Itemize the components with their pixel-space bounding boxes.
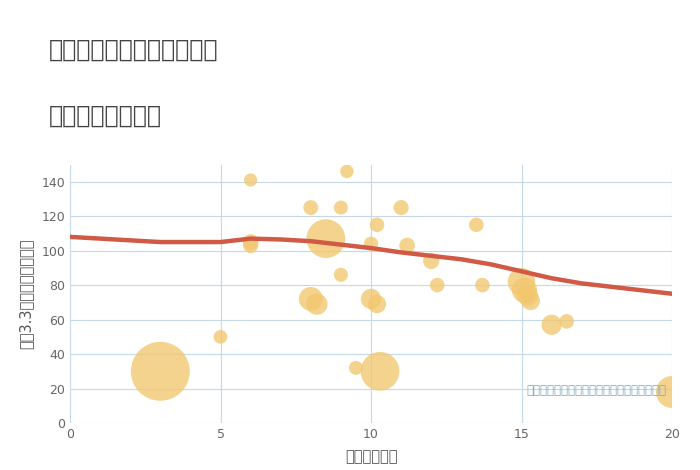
- Point: [519, 287, 530, 294]
- Point: [402, 242, 413, 249]
- Point: [245, 238, 256, 246]
- Point: [305, 295, 316, 303]
- Point: [516, 278, 527, 285]
- Point: [372, 300, 383, 308]
- Point: [335, 204, 346, 212]
- Point: [470, 221, 482, 228]
- Point: [666, 388, 678, 396]
- Point: [374, 368, 386, 375]
- Point: [215, 333, 226, 341]
- Text: 円の大きさは、取引のあった物件面積を示す: 円の大きさは、取引のあった物件面積を示す: [526, 384, 666, 397]
- Point: [365, 295, 377, 303]
- Point: [350, 364, 361, 372]
- Point: [525, 297, 536, 305]
- Point: [365, 240, 377, 248]
- Point: [477, 282, 488, 289]
- Point: [305, 204, 316, 212]
- Point: [372, 221, 383, 228]
- Point: [245, 242, 256, 249]
- Y-axis label: 坪（3.3㎡）単価（万円）: 坪（3.3㎡）単価（万円）: [18, 238, 33, 349]
- Point: [426, 257, 437, 265]
- Text: 駅距離別土地価格: 駅距離別土地価格: [49, 103, 162, 127]
- Point: [395, 204, 407, 212]
- Point: [432, 282, 443, 289]
- X-axis label: 駅距離（分）: 駅距離（分）: [344, 449, 398, 464]
- Point: [321, 235, 332, 243]
- Point: [561, 318, 573, 325]
- Point: [335, 271, 346, 279]
- Text: 兵庫県西宮市津門稲荷町の: 兵庫県西宮市津門稲荷町の: [49, 38, 218, 62]
- Point: [245, 176, 256, 184]
- Point: [342, 168, 353, 175]
- Point: [155, 368, 166, 375]
- Point: [522, 292, 533, 299]
- Point: [546, 321, 557, 329]
- Point: [312, 300, 323, 308]
